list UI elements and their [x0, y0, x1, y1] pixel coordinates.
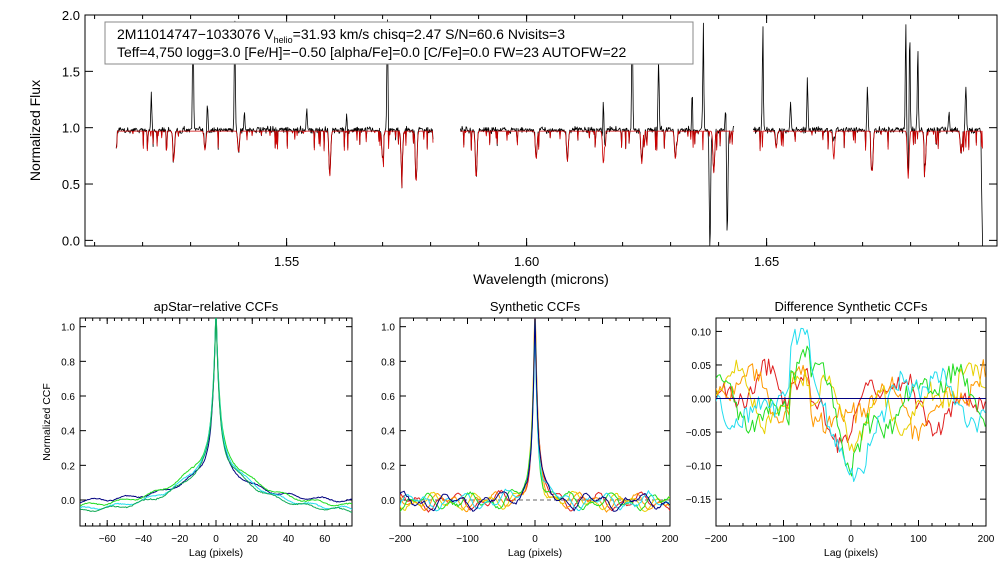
y-tick-label: 0.10 — [692, 327, 712, 338]
difference-ccf-panel: −200 −100 0 100 200 −0.15 −0.10 −0.05 0.00 0.05 0.… — [686, 299, 995, 559]
x-tick-label: 100 — [594, 534, 611, 545]
x-tick-label: 200 — [662, 534, 679, 545]
y-tick-label: 0.6 — [61, 392, 75, 403]
synthetic-ccf-xlabel: Lag (pixels) — [508, 547, 562, 559]
x-tick-label: 20 — [247, 534, 259, 545]
spectrum-xlabel: Wavelength (microns) — [473, 271, 609, 287]
y-tick-label: 0.8 — [381, 357, 395, 368]
spectrum-plot-area — [115, 19, 983, 246]
x-tick-label: 0 — [213, 534, 219, 545]
y-tick-label: 0.00 — [692, 395, 712, 406]
y-tick-label: 1.0 — [381, 323, 395, 334]
x-tick-label: 0 — [848, 534, 854, 545]
y-tick-label: 0.0 — [62, 233, 80, 248]
x-tick-label: 200 — [978, 534, 995, 545]
synthetic-ccf-line-navy — [400, 318, 670, 512]
vhelio-values: =31.93 km/s chisq=2.47 S/N=60.6 Nvisits=… — [293, 26, 566, 42]
ccf-line-green2 — [80, 318, 352, 513]
ccf3-plot-area — [716, 327, 986, 482]
synthetic-ccf-line-cyan — [400, 323, 670, 512]
difference-ccf-title: Difference Synthetic CCFs — [775, 299, 928, 314]
x-tick-label: 0 — [532, 534, 538, 545]
spectrum-panel: 1.55 1.60 1.65 0.0 0.5 1.0 1.5 2.0 Wavelength (m… — [27, 8, 998, 287]
ccf-line-cyan — [80, 318, 352, 510]
ccf2-plot-area — [400, 318, 670, 513]
model-spectrum-chip-3 — [753, 130, 983, 179]
x-tick-label: −20 — [171, 534, 188, 545]
x-tick-label: −40 — [135, 534, 152, 545]
y-tick-label: 0.2 — [61, 461, 75, 472]
synthetic-ccf-axes-frame — [399, 317, 671, 527]
y-tick-label: 0.4 — [381, 427, 395, 438]
x-tick-label: −200 — [389, 534, 412, 545]
vhelio-subscript: helio — [274, 35, 293, 45]
y-tick-label: 1.5 — [62, 64, 80, 79]
spectrum-axes-frame — [84, 14, 998, 247]
observed-spectrum-chip-2 — [460, 22, 735, 246]
difference-ccf-line-orange — [716, 359, 986, 442]
x-tick-label: −100 — [772, 534, 795, 545]
x-tick-label: 1.65 — [754, 254, 779, 269]
info-box — [104, 21, 694, 65]
y-tick-label: 1.0 — [62, 121, 80, 136]
y-tick-label: −0.15 — [686, 495, 712, 506]
y-tick-label: 0.0 — [61, 496, 75, 507]
y-tick-label: 0.6 — [381, 392, 395, 403]
x-tick-label: −100 — [456, 534, 479, 545]
ccf-line-green — [80, 318, 352, 507]
x-tick-label: 40 — [283, 534, 295, 545]
model-spectrum-chip-1 — [115, 130, 434, 189]
x-tick-label: −200 — [705, 534, 728, 545]
y-tick-label: 0.0 — [381, 496, 395, 507]
y-tick-label: 1.0 — [61, 323, 75, 334]
info-line-1: 2M11014747−1033076 Vhelio=31.93 km/s chi… — [117, 26, 565, 45]
y-tick-label: 0.2 — [381, 461, 395, 472]
y-tick-label: 0.05 — [692, 361, 712, 372]
x-tick-label: 100 — [910, 534, 927, 545]
y-tick-label: −0.10 — [686, 462, 712, 473]
ccf-line-navy — [80, 318, 352, 503]
x-tick-label: −60 — [99, 534, 116, 545]
x-tick-label: 1.60 — [514, 254, 539, 269]
synthetic-ccf-title: Synthetic CCFs — [490, 299, 581, 314]
info-line-2: Teff=4,750 logg=3.0 [Fe/H]=−0.50 [alpha/… — [117, 44, 626, 60]
y-tick-label: 0.8 — [61, 357, 75, 368]
spectrum-ylabel: Normalized Flux — [27, 80, 43, 181]
difference-ccf-line-green — [716, 345, 986, 477]
ccf1-plot-area — [80, 318, 352, 513]
y-tick-label: −0.05 — [686, 428, 712, 439]
apstar-ccf-ylabel: Normalized CCF — [41, 383, 53, 461]
difference-ccf-xlabel: Lag (pixels) — [824, 547, 878, 559]
y-tick-label: 0.5 — [62, 177, 80, 192]
difference-ccf-line-yellow — [716, 359, 986, 453]
vhelio-symbol: V — [260, 26, 274, 42]
model-spectrum-chip-2 — [460, 130, 734, 177]
apstar-ccf-panel: −60 −40 −20 0 20 40 60 0.0 0.2 0.4 0.6 0.8 1.0 apStar… — [41, 299, 353, 559]
apstar-ccf-title: apStar−relative CCFs — [154, 299, 279, 314]
y-tick-label: 2.0 — [62, 8, 80, 23]
apstar-ccf-xlabel: Lag (pixels) — [189, 547, 243, 559]
x-tick-label: 60 — [319, 534, 331, 545]
difference-ccf-line-cyan — [716, 327, 986, 482]
observed-spectrum-chip-3 — [752, 24, 983, 246]
x-tick-label: 1.55 — [274, 254, 299, 269]
y-tick-label: 0.4 — [61, 427, 75, 438]
apstar-ccf-axes-frame — [79, 317, 353, 527]
star-id: 2M11014747−1033076 — [117, 26, 261, 42]
synthetic-ccf-line-yellow — [400, 318, 670, 512]
synthetic-ccf-panel: −200 −100 0 100 200 0.0 0.2 0.4 0.6 0.8 1.0 Synthet… — [381, 299, 679, 559]
